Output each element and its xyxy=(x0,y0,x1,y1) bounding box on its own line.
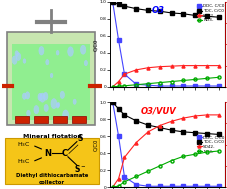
Circle shape xyxy=(56,50,59,55)
Text: C: C xyxy=(62,149,68,158)
Text: S$^-$: S$^-$ xyxy=(74,163,86,174)
Y-axis label: C/C0: C/C0 xyxy=(93,38,98,51)
Circle shape xyxy=(84,60,87,66)
Circle shape xyxy=(44,105,48,112)
Circle shape xyxy=(60,91,64,98)
Circle shape xyxy=(50,73,53,78)
Text: O3/VUV: O3/VUV xyxy=(141,106,176,115)
Circle shape xyxy=(57,102,60,107)
FancyBboxPatch shape xyxy=(7,32,95,125)
Circle shape xyxy=(73,99,76,104)
Text: $\mathregular{H_3C}$: $\mathregular{H_3C}$ xyxy=(17,157,31,166)
Text: collector: collector xyxy=(39,180,65,185)
Y-axis label: C/C0: C/C0 xyxy=(93,138,98,151)
Text: $\mathregular{H_3C}$: $\mathregular{H_3C}$ xyxy=(17,141,31,149)
Circle shape xyxy=(43,92,48,100)
Circle shape xyxy=(51,99,57,109)
Circle shape xyxy=(27,110,30,116)
Circle shape xyxy=(22,93,26,99)
Circle shape xyxy=(15,51,18,57)
Circle shape xyxy=(40,93,45,102)
Circle shape xyxy=(34,105,39,114)
Circle shape xyxy=(81,45,86,54)
Circle shape xyxy=(23,59,26,63)
Text: Mineral flotation: Mineral flotation xyxy=(22,134,81,139)
Text: S: S xyxy=(77,134,83,143)
Bar xyxy=(15,116,29,123)
Circle shape xyxy=(39,46,44,55)
Legend: DDC, C/C0, TOC, C/C0, SO42-, NO3-: DDC, C/C0, TOC, C/C0, SO42-, NO3- xyxy=(197,4,225,23)
Circle shape xyxy=(12,56,17,64)
FancyBboxPatch shape xyxy=(5,138,99,184)
Circle shape xyxy=(38,93,42,101)
Text: O3: O3 xyxy=(152,6,165,15)
Circle shape xyxy=(46,60,49,65)
Text: N: N xyxy=(44,149,52,158)
Text: Diethyl dithiocarbamate: Diethyl dithiocarbamate xyxy=(16,173,88,178)
Legend: DDC, C/C0, TOC, C/C0, SO42-, NO3-: DDC, C/C0, TOC, C/C0, SO42-, NO3- xyxy=(197,135,225,154)
Circle shape xyxy=(63,110,69,120)
Circle shape xyxy=(16,53,21,60)
Circle shape xyxy=(56,103,59,108)
FancyBboxPatch shape xyxy=(12,44,90,120)
Circle shape xyxy=(25,92,30,99)
Bar xyxy=(72,116,86,123)
Bar xyxy=(53,116,67,123)
Circle shape xyxy=(68,47,73,56)
Bar xyxy=(34,116,48,123)
